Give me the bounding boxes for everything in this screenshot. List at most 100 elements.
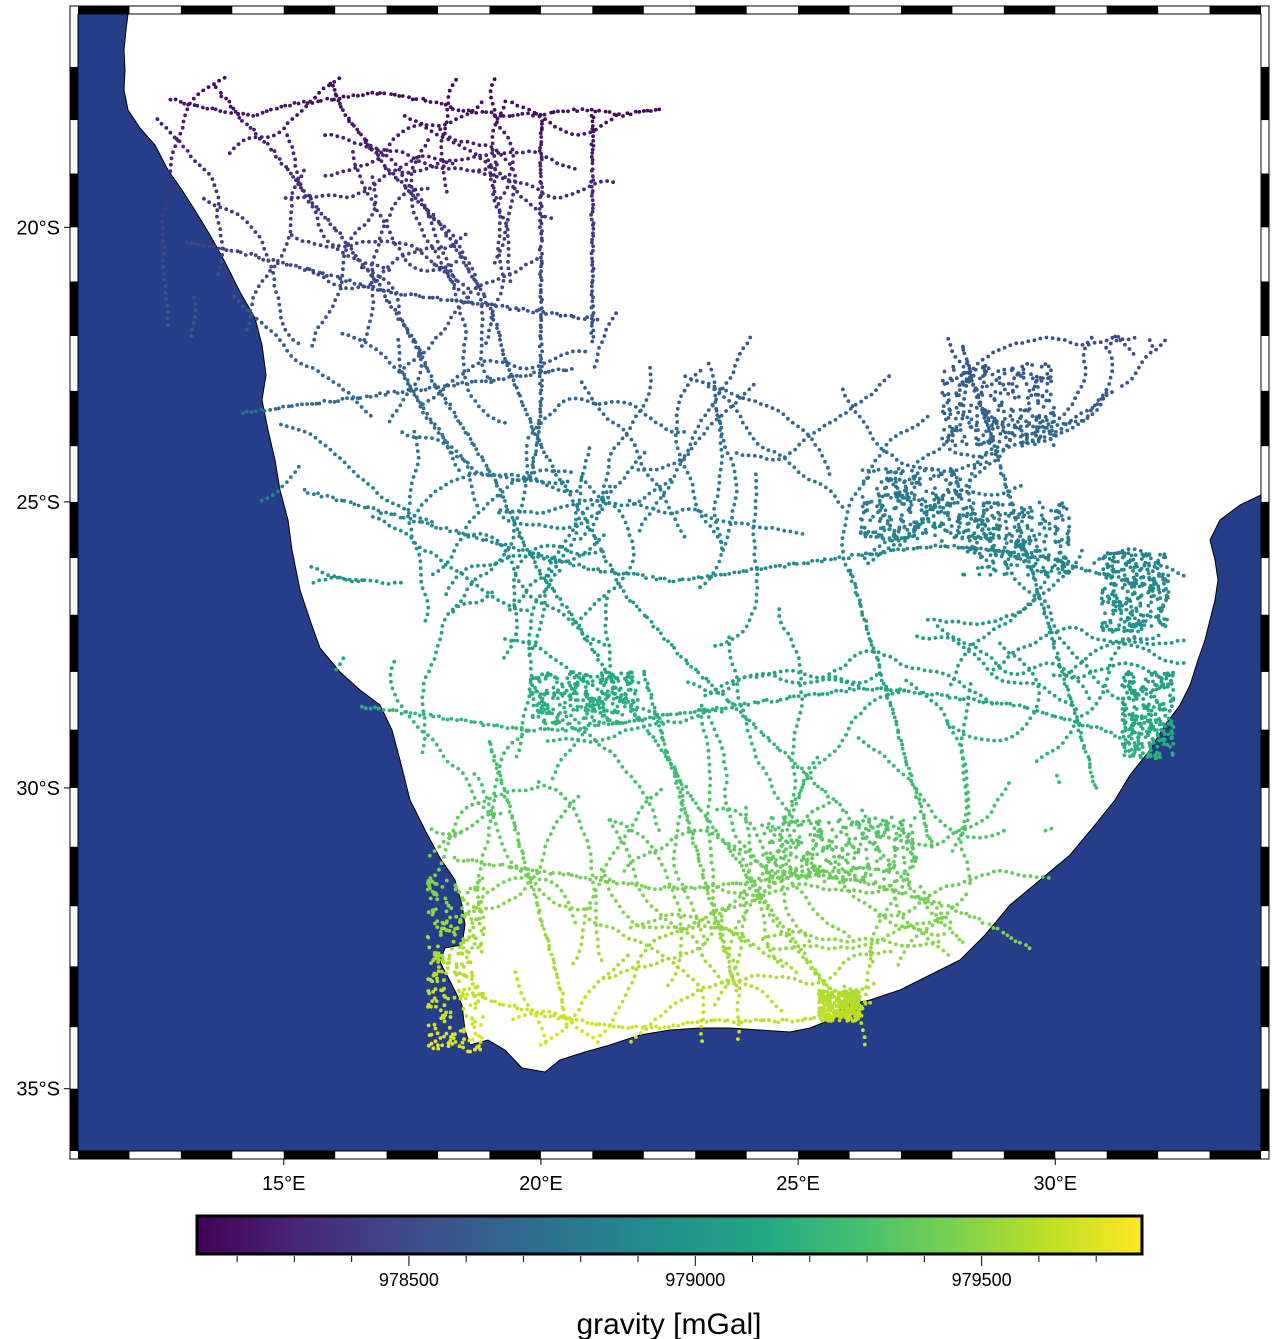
gravity-point <box>481 1015 485 1019</box>
gravity-point <box>289 171 293 176</box>
gravity-point <box>1105 562 1109 566</box>
gravity-point <box>241 111 246 116</box>
gravity-point <box>1157 656 1162 660</box>
gravity-point <box>1152 652 1157 657</box>
gravity-point <box>503 357 507 361</box>
gravity-point <box>444 971 448 975</box>
gravity-point <box>999 471 1003 476</box>
gravity-point <box>334 228 338 233</box>
gravity-point <box>711 896 715 900</box>
gravity-point <box>340 235 344 240</box>
gravity-point <box>1011 366 1015 371</box>
gravity-point <box>517 530 522 535</box>
gravity-point <box>500 243 505 248</box>
gravity-point <box>304 104 309 109</box>
gravity-point <box>536 780 541 784</box>
gravity-point <box>506 135 510 140</box>
gravity-point <box>442 986 446 991</box>
gravity-point <box>332 400 337 404</box>
gravity-point <box>885 521 890 526</box>
gravity-point <box>695 1020 700 1025</box>
gravity-point <box>1164 593 1169 598</box>
gravity-point <box>1098 402 1103 407</box>
gravity-point <box>407 95 411 100</box>
gravity-point <box>896 826 901 831</box>
gravity-point <box>972 915 977 920</box>
gravity-point <box>539 706 544 710</box>
gravity-point <box>439 151 444 156</box>
gravity-point <box>540 364 544 369</box>
gravity-point <box>800 532 805 536</box>
gravity-point <box>594 127 598 132</box>
gravity-point <box>586 567 591 572</box>
gravity-point <box>924 828 929 833</box>
gravity-point <box>795 765 800 769</box>
gravity-point <box>1138 603 1143 608</box>
gravity-point <box>438 127 443 132</box>
gravity-point <box>626 688 631 692</box>
gravity-point <box>1114 583 1118 587</box>
gravity-point <box>1139 755 1143 760</box>
gravity-point <box>419 364 424 368</box>
gravity-point <box>426 910 431 915</box>
gravity-point <box>794 530 799 535</box>
gravity-point <box>997 439 1002 444</box>
gravity-point <box>1133 553 1138 557</box>
gravity-point <box>1016 522 1021 527</box>
gravity-point <box>551 685 556 690</box>
gravity-point <box>1149 587 1154 592</box>
gravity-point <box>992 397 997 401</box>
gravity-point <box>441 717 446 721</box>
gravity-point <box>615 704 620 709</box>
gravity-point <box>1036 698 1041 702</box>
gravity-point <box>942 393 947 398</box>
gravity-point <box>807 939 812 943</box>
gravity-point <box>473 1006 478 1010</box>
gravity-point <box>688 710 693 715</box>
gravity-point <box>942 369 947 374</box>
gravity-point <box>902 950 907 955</box>
gravity-point <box>571 563 576 568</box>
gravity-point <box>847 686 852 691</box>
gravity-point <box>768 851 773 855</box>
gravity-point <box>1004 701 1009 706</box>
gravity-point <box>1139 741 1144 746</box>
gravity-point <box>325 96 330 101</box>
gravity-point <box>986 738 990 742</box>
gravity-point <box>798 875 803 879</box>
gravity-point <box>431 212 436 217</box>
gravity-point <box>834 845 839 850</box>
gravity-point <box>494 196 499 200</box>
gravity-point <box>812 692 817 696</box>
gravity-point <box>901 855 906 860</box>
gravity-point <box>481 538 485 542</box>
gravity-point <box>802 951 807 956</box>
gravity-point <box>288 103 292 108</box>
gravity-point <box>1134 578 1139 583</box>
gravity-point <box>590 280 594 285</box>
gravity-point <box>690 836 695 840</box>
gravity-point <box>430 889 435 894</box>
gravity-point <box>730 662 735 667</box>
gravity-point <box>547 944 552 948</box>
gravity-point <box>448 406 452 411</box>
gravity-point <box>461 946 466 950</box>
gravity-point <box>409 292 413 297</box>
gravity-point <box>971 382 976 387</box>
gravity-point <box>396 297 400 302</box>
gravity-point <box>1136 739 1141 743</box>
gravity-point <box>702 885 706 890</box>
gravity-point <box>512 821 517 825</box>
gravity-point <box>466 858 470 863</box>
gravity-point <box>971 835 976 840</box>
gravity-point <box>912 816 917 820</box>
gravity-point <box>771 947 776 951</box>
gravity-point <box>883 687 888 692</box>
gravity-point <box>676 786 680 790</box>
gravity-point <box>892 715 897 720</box>
gravity-point <box>624 696 629 701</box>
gravity-point <box>890 538 894 543</box>
gravity-point <box>1043 519 1048 524</box>
gravity-point <box>396 337 401 342</box>
gravity-point <box>891 859 896 864</box>
